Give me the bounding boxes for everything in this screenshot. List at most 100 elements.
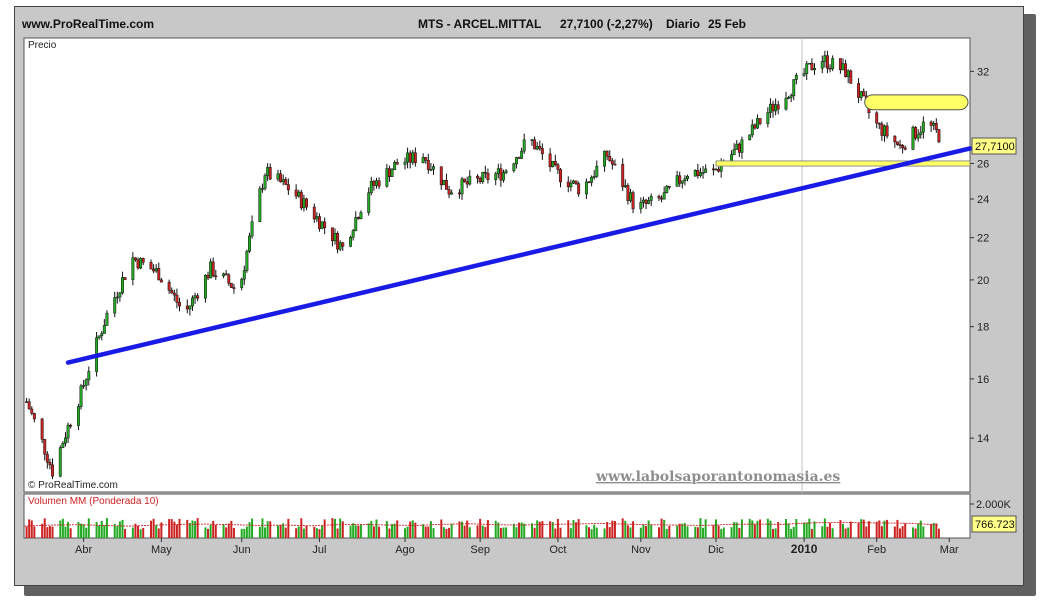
candle-body bbox=[608, 156, 612, 161]
volume-bar bbox=[839, 520, 842, 538]
candle-body bbox=[768, 103, 772, 113]
volume-bar bbox=[686, 526, 689, 538]
candle-body bbox=[877, 122, 881, 125]
volume-bar bbox=[712, 525, 715, 538]
candle-body bbox=[387, 168, 391, 177]
candle-body bbox=[934, 123, 938, 130]
volume-last-label: 766.723 bbox=[975, 519, 1015, 531]
volume-bar bbox=[663, 519, 666, 538]
candle-body bbox=[813, 68, 816, 71]
volume-bar bbox=[704, 519, 707, 538]
candle-body bbox=[76, 406, 80, 426]
candle-body bbox=[903, 147, 907, 150]
volume-bar bbox=[759, 519, 762, 538]
candle-body bbox=[683, 178, 687, 182]
volume-bar bbox=[497, 522, 500, 538]
volume-ma-line bbox=[23, 521, 939, 527]
candle-body bbox=[771, 103, 775, 112]
candle-body bbox=[784, 97, 788, 110]
volume-bar bbox=[48, 526, 51, 538]
volume-bar bbox=[152, 518, 155, 538]
volume-bar bbox=[339, 518, 342, 538]
volume-bar bbox=[450, 523, 453, 538]
volume-bar bbox=[403, 528, 406, 538]
candle-body bbox=[32, 413, 36, 420]
volume-bar bbox=[901, 526, 904, 538]
volume-bar bbox=[683, 523, 686, 538]
candle-body bbox=[846, 70, 850, 78]
candle-body bbox=[227, 274, 231, 284]
candle-body bbox=[87, 371, 91, 381]
candle-body bbox=[883, 125, 886, 136]
candle-body bbox=[294, 189, 298, 197]
x-axis-label: Abr bbox=[75, 544, 92, 556]
volume-bar bbox=[51, 526, 54, 538]
volume-bar bbox=[461, 521, 464, 538]
volume-bar bbox=[61, 518, 64, 538]
candle-body bbox=[805, 63, 809, 74]
y-tick-label: 18 bbox=[977, 322, 989, 334]
volume-bar bbox=[370, 520, 373, 538]
volume-bar bbox=[722, 527, 725, 538]
candle-body bbox=[330, 227, 334, 242]
candle-body bbox=[590, 176, 594, 183]
volume-bar bbox=[484, 526, 487, 538]
volume-bar bbox=[810, 529, 813, 538]
candle-body bbox=[849, 70, 853, 84]
candle-body bbox=[30, 408, 34, 414]
candle-body bbox=[885, 125, 889, 137]
candle-body bbox=[704, 168, 708, 173]
candle-body bbox=[802, 73, 806, 76]
volume-bar bbox=[432, 528, 435, 538]
volume-bar bbox=[795, 519, 798, 538]
volume-bar bbox=[880, 526, 883, 538]
candle-body bbox=[372, 181, 376, 186]
candle-body bbox=[123, 277, 127, 280]
volume-bar bbox=[77, 521, 80, 538]
x-axis-label: Jul bbox=[312, 544, 326, 556]
volume-bar bbox=[647, 520, 650, 538]
volume-bar bbox=[282, 523, 285, 538]
volume-bar bbox=[803, 522, 806, 538]
x-axis-label: Sep bbox=[470, 544, 490, 556]
candle-body bbox=[844, 63, 848, 78]
volume-bar bbox=[911, 527, 914, 538]
candle-body bbox=[442, 180, 446, 186]
volume-bar bbox=[559, 527, 562, 538]
volume-bar bbox=[321, 525, 324, 538]
volume-bar bbox=[572, 520, 575, 538]
candle-body bbox=[167, 281, 171, 291]
candle-body bbox=[553, 161, 557, 166]
volume-bar bbox=[479, 518, 482, 538]
volume-bar bbox=[792, 526, 795, 538]
candle-body bbox=[250, 221, 254, 237]
candle-body bbox=[408, 152, 412, 163]
candle-body bbox=[675, 175, 679, 187]
volume-bar bbox=[878, 520, 881, 538]
volume-bar bbox=[865, 526, 868, 538]
candle-body bbox=[629, 192, 632, 201]
volume-bar bbox=[422, 524, 425, 538]
candle-body bbox=[276, 173, 280, 180]
candle-body bbox=[481, 171, 485, 183]
candle-body bbox=[43, 439, 47, 455]
candle-body bbox=[535, 146, 539, 150]
volume-bar bbox=[87, 518, 90, 538]
candle-body bbox=[478, 177, 482, 183]
candle-body bbox=[758, 118, 762, 124]
volume-bar bbox=[124, 528, 127, 538]
candle-body bbox=[647, 200, 651, 204]
volume-bar bbox=[603, 528, 606, 538]
candle-body bbox=[457, 192, 461, 195]
volume-bar bbox=[917, 523, 920, 538]
volume-bar bbox=[276, 525, 279, 538]
volume-bar bbox=[409, 521, 412, 538]
volume-bar bbox=[738, 527, 741, 538]
volume-bar bbox=[266, 521, 269, 538]
candle-body bbox=[79, 385, 83, 407]
volume-bar bbox=[372, 526, 375, 538]
candle-body bbox=[48, 461, 52, 466]
candle-body bbox=[540, 148, 544, 155]
candle-body bbox=[100, 333, 104, 337]
volume-bar bbox=[787, 523, 790, 538]
